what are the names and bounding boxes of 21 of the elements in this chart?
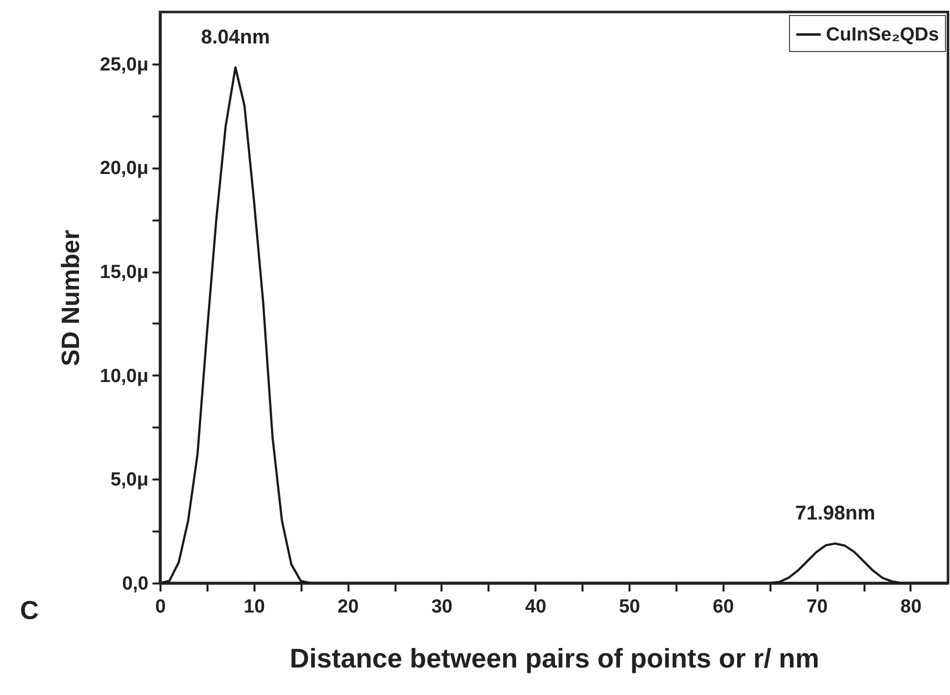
x-tick-label: 40 xyxy=(525,596,546,618)
annotation: 8.04nm xyxy=(200,26,270,48)
x-tick-label: 80 xyxy=(900,596,922,618)
y-tick-label: 10,0μ xyxy=(100,366,148,387)
x-tick-label: 0 xyxy=(155,596,166,618)
text: C xyxy=(20,595,39,625)
y-axis-title: SD Number xyxy=(56,230,85,366)
annotation: 71.98nm xyxy=(795,502,876,525)
y-tick-label: 0,0 xyxy=(122,574,148,594)
y-tick-label: 5,0μ xyxy=(110,470,148,491)
x-tick-label: 60 xyxy=(712,596,734,618)
y-tick-label: 20,0μ xyxy=(100,158,148,180)
x-tick-label: 70 xyxy=(806,596,828,618)
x-tick-label: 50 xyxy=(618,596,640,618)
y-tick-label: 25,0μ xyxy=(100,54,148,76)
legend-label: CuInSe₂QDs xyxy=(826,24,939,46)
x-axis-title: Distance between pairs of points or r/ nm xyxy=(290,644,820,674)
x-tick-label: 20 xyxy=(338,596,359,618)
x-tick-label: 10 xyxy=(244,596,265,618)
x-tick-label: 30 xyxy=(431,596,452,618)
y-tick-label: 15,0μ xyxy=(100,262,148,284)
